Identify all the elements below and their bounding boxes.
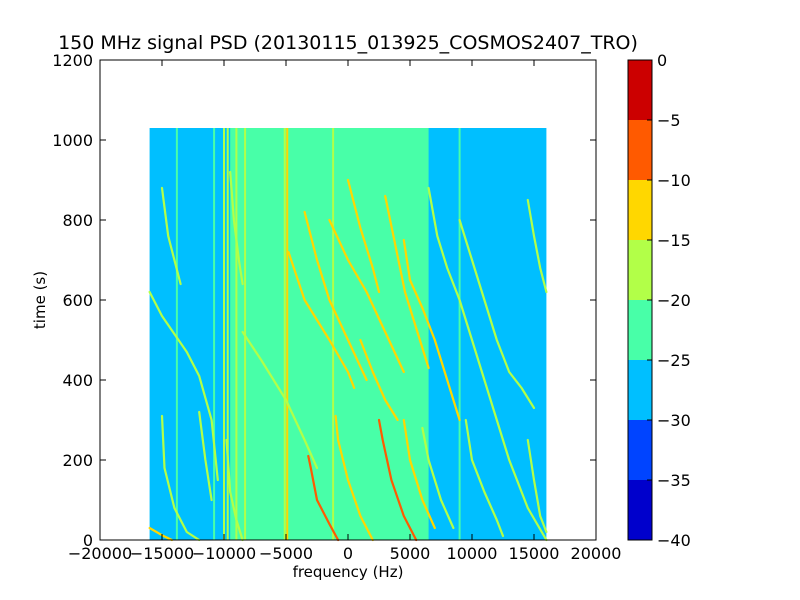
colorbar-tick-label: −20 (657, 291, 691, 310)
colorbar-tick-label: −35 (657, 471, 691, 490)
plot-area: −20000−15000−10000 −5000 0 5000 10000 15000 20… (52, 51, 621, 563)
signal-track (160, 186, 182, 286)
y-tick-label: 1200 (52, 51, 93, 70)
signal-track (225, 438, 244, 542)
colorbar-segment (628, 360, 652, 420)
signal-track (464, 418, 505, 538)
signal-track (334, 414, 374, 542)
signal-track (377, 418, 418, 542)
signal-track (421, 426, 455, 530)
x-tick-label: −10000 (192, 544, 256, 563)
colorbar-tick-label: −30 (657, 411, 691, 430)
y-axis-label: time (s) (31, 271, 49, 329)
x-tick-label: 20000 (571, 544, 622, 563)
heatmap-layer (149, 128, 547, 540)
x-axis-label: frequency (Hz) (293, 563, 404, 581)
signal-track (359, 338, 399, 422)
colorbar-tick-label: −25 (657, 351, 691, 370)
signal-tracks (148, 170, 548, 542)
y-tick-label: 200 (62, 451, 93, 470)
signal-track (328, 218, 405, 374)
signal-track (402, 418, 436, 530)
colorbar-segment (628, 480, 652, 540)
colorbar-tick-label: −10 (657, 171, 691, 190)
colorbar-segment (628, 240, 652, 300)
chart-title: 150 MHz signal PSD (20130115_013925_COSM… (58, 32, 638, 54)
signal-track (526, 198, 548, 294)
noise-band (230, 128, 429, 540)
y-tick-label: 0 (83, 531, 93, 550)
signal-track (303, 210, 368, 382)
signal-track (229, 170, 244, 286)
colorbar-tick-label: −5 (657, 111, 681, 130)
signal-track (526, 438, 548, 534)
signal-track (241, 330, 319, 470)
colorbar-segment (628, 120, 652, 180)
colorbar-tick-label: −15 (657, 231, 691, 250)
signal-track (458, 218, 536, 410)
colorbar-segment (628, 60, 652, 120)
x-tick-label: −5000 (259, 544, 313, 563)
y-tick-label: 600 (62, 291, 93, 310)
signal-track (287, 250, 356, 390)
colorbar-tick-label: −40 (657, 531, 691, 550)
y-tick-label: 400 (62, 371, 93, 390)
signal-track (346, 178, 381, 294)
signal-track (384, 194, 430, 370)
colorbar-tick-label: 0 (657, 51, 667, 70)
x-tick-label: 0 (343, 544, 353, 563)
x-tick-label: 10000 (447, 544, 498, 563)
signal-track (402, 238, 461, 422)
signal-track (160, 414, 201, 542)
x-tick-label: 5000 (390, 544, 431, 563)
x-axis: −20000−15000−10000 −5000 0 5000 10000 15000 20… (68, 60, 622, 563)
y-axis: 0 200 400 600 800 1000 1200 (52, 51, 596, 550)
y-tick-label: 800 (62, 211, 93, 230)
signal-track (427, 186, 548, 542)
colorbar-segment (628, 300, 652, 360)
colorbar-segment (628, 420, 652, 480)
colorbar-segment (628, 180, 652, 240)
x-tick-label: 15000 (509, 544, 560, 563)
signal-track (307, 454, 340, 542)
signal-track (148, 290, 219, 482)
signal-track (198, 410, 213, 502)
x-tick-label: −20000 (68, 544, 132, 563)
x-tick-label: −15000 (130, 544, 194, 563)
colorbar: −40 −35 −30 −25 −20 −15 −10 −5 0 (627, 51, 691, 550)
y-tick-label: 1000 (52, 131, 93, 150)
